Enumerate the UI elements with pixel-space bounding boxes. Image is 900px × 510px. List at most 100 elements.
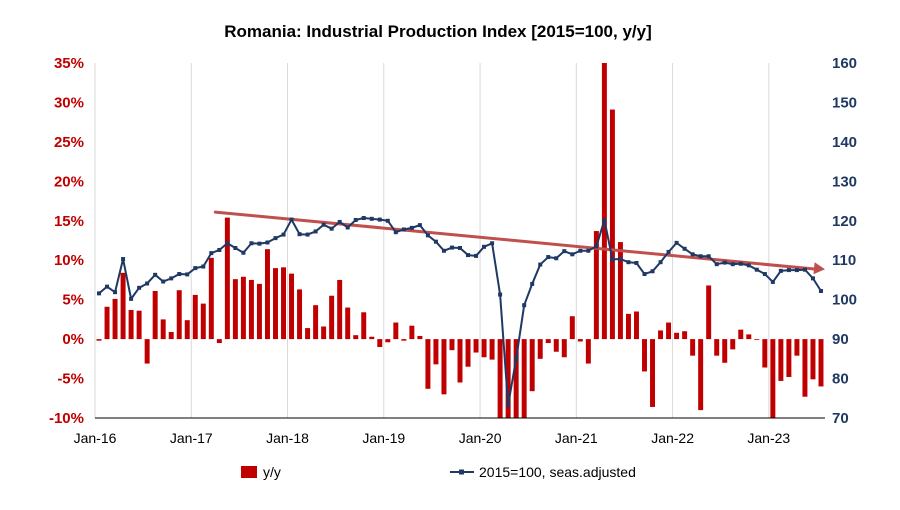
point-2021-08 — [634, 260, 639, 265]
point-2022-11 — [754, 267, 759, 272]
bar-2021-06 — [617, 242, 623, 340]
point-2022-07 — [722, 260, 727, 265]
y-left-tick-5: 15% — [54, 213, 84, 230]
point-2023-02 — [778, 268, 783, 273]
point-2023-06 — [810, 276, 815, 281]
bar-2017-05 — [224, 217, 230, 340]
point-2022-01 — [674, 240, 679, 245]
point-2020-07 — [530, 281, 535, 286]
point-2021-04 — [602, 217, 607, 222]
y-right-tick-6: 130 — [832, 173, 857, 190]
bar-2021-09 — [642, 339, 647, 372]
trend-arrowhead — [813, 262, 825, 275]
trend-line — [213, 210, 825, 275]
bar-2019-11 — [465, 339, 471, 367]
x-tick-5: Jan-21 — [555, 430, 598, 446]
point-2020-08 — [538, 262, 543, 267]
bar-2018-12 — [377, 339, 383, 347]
grid — [94, 63, 770, 418]
x-tick-3: Jan-19 — [362, 430, 405, 446]
x-tick-7: Jan-23 — [747, 430, 790, 446]
bar-2023-06 — [810, 339, 816, 380]
bar-2023-07 — [818, 339, 824, 387]
point-2016-10 — [169, 276, 174, 281]
point-2022-12 — [762, 272, 767, 277]
point-2018-11 — [369, 216, 374, 221]
y-right-tick-0: 70 — [832, 410, 849, 427]
bar-2021-12 — [666, 322, 672, 340]
point-2016-05 — [129, 296, 134, 301]
point-2022-08 — [730, 262, 735, 267]
point-2019-09 — [449, 245, 454, 250]
bar-2016-05 — [128, 309, 134, 340]
bar-2017-04 — [216, 339, 222, 344]
bar-2022-05 — [706, 285, 712, 340]
point-2017-12 — [281, 232, 286, 237]
bar-2017-12 — [281, 267, 286, 340]
point-2020-05 — [514, 356, 519, 361]
bar-2016-07 — [144, 339, 150, 364]
bar-2018-09 — [353, 335, 359, 340]
bar-2016-08 — [152, 290, 158, 340]
y-left-tick-4: 10% — [54, 252, 84, 269]
bar-2020-11 — [561, 339, 567, 358]
bar-2023-02 — [778, 339, 784, 381]
point-2016-07 — [145, 281, 150, 286]
point-2018-10 — [361, 216, 366, 221]
point-2022-06 — [714, 262, 719, 267]
bar-2022-06 — [714, 339, 720, 356]
point-2016-06 — [137, 285, 142, 290]
point-2017-02 — [201, 264, 206, 269]
bar-2018-05 — [321, 326, 327, 340]
point-2020-11 — [562, 249, 567, 254]
bar-2017-11 — [273, 268, 278, 340]
bar-2020-05 — [513, 339, 519, 418]
bar-2020-04 — [505, 339, 511, 418]
point-2016-04 — [121, 257, 126, 262]
bar-2023-05 — [802, 339, 808, 397]
bar-2020-03 — [497, 339, 503, 418]
bar-2017-06 — [232, 279, 238, 340]
bar-2022-11 — [754, 339, 760, 340]
point-2016-11 — [177, 272, 182, 277]
bar-2022-04 — [698, 339, 704, 411]
point-2016-08 — [153, 272, 158, 277]
y-right-tick-1: 80 — [832, 371, 849, 388]
point-2017-08 — [249, 241, 254, 246]
point-2019-10 — [458, 245, 462, 250]
bar-2020-07 — [529, 339, 535, 392]
point-2019-04 — [409, 225, 414, 230]
y-right-tick-9: 160 — [832, 55, 857, 72]
bar-2021-04 — [601, 63, 607, 340]
point-2016-01 — [97, 291, 102, 296]
y-right-tick-2: 90 — [832, 331, 849, 348]
x-tick-4: Jan-20 — [459, 430, 502, 446]
bar-2018-08 — [345, 307, 351, 340]
bar-2020-02 — [489, 339, 495, 360]
point-2022-05 — [706, 254, 711, 259]
point-2017-09 — [257, 241, 262, 246]
bar-2019-06 — [425, 339, 431, 389]
bar-2021-05 — [609, 109, 615, 340]
point-2021-10 — [650, 269, 655, 274]
point-2019-11 — [466, 253, 471, 258]
bar-2016-10 — [168, 332, 174, 340]
chart-title: Romania: Industrial Production Index [20… — [224, 22, 651, 41]
y-left-tick-7: 25% — [54, 134, 84, 151]
bar-2022-02 — [682, 331, 688, 340]
bar-2019-07 — [433, 339, 439, 365]
bar-2016-03 — [112, 298, 118, 340]
point-2022-09 — [738, 261, 743, 266]
y-left-tick-1: -5% — [57, 371, 84, 388]
bar-2022-03 — [690, 339, 696, 356]
bar-2019-03 — [401, 339, 407, 341]
bar-2016-01 — [96, 339, 102, 341]
point-2021-07 — [626, 260, 631, 265]
bar-2017-03 — [208, 257, 214, 340]
point-2019-07 — [433, 239, 438, 244]
bar-2019-02 — [393, 322, 399, 340]
line-index — [97, 216, 823, 407]
bar-2016-06 — [136, 310, 142, 340]
point-2018-12 — [377, 217, 382, 222]
bar-2020-09 — [545, 339, 551, 344]
